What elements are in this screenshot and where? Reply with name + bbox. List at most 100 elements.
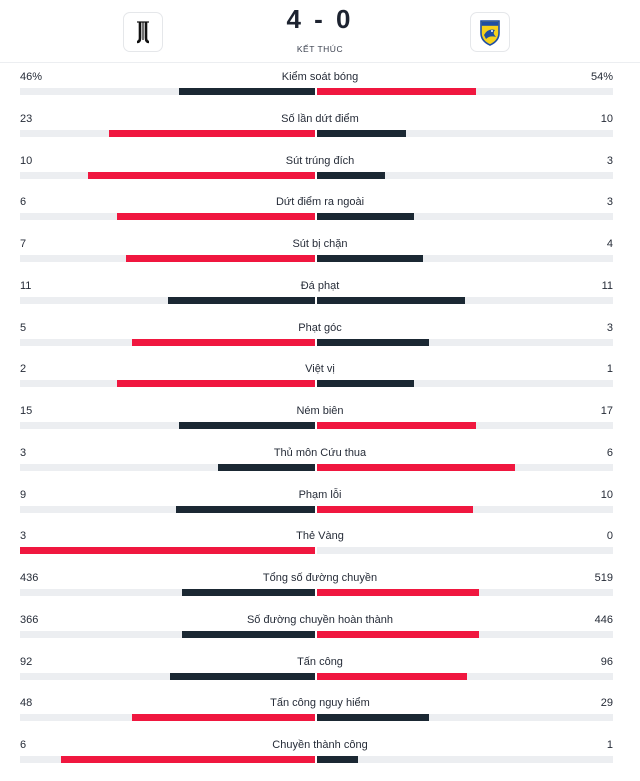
home-stat-value: 5 (20, 321, 27, 334)
stat-row: 23 Số lần dứt điểm 10 (0, 113, 640, 155)
away-stat-track (317, 505, 613, 513)
away-stat-value: 17 (600, 405, 613, 417)
match-score: 4 - 0 (286, 4, 354, 34)
home-stat-value: 10 (20, 154, 33, 167)
away-stat-value: 3 (606, 321, 613, 334)
home-stat-bar (126, 255, 315, 262)
away-stat-value: 11 (601, 279, 613, 292)
stat-row: 10 Sút trúng đích 3 (0, 155, 640, 197)
home-stat-value: 2 (20, 363, 27, 376)
away-stat-bar (317, 338, 430, 346)
away-stat-bar (317, 213, 415, 221)
home-stat-bar (20, 547, 315, 555)
home-stat-track (20, 630, 315, 638)
stat-row: 366 Số đường chuyền hoàn thành 446 (0, 614, 640, 656)
stat-label: Việt vị (305, 363, 335, 376)
home-stat-value: 23 (20, 112, 33, 125)
home-stat-value: 436 (20, 572, 39, 584)
stat-label: Thẻ Vàng (296, 530, 344, 543)
away-stat-bar (317, 589, 480, 596)
stat-row: 6 Chuyền thành công 1 (0, 739, 640, 781)
stat-label: Sút bị chặn (292, 238, 348, 250)
away-stat-bar (317, 380, 415, 388)
away-stat-bar (317, 255, 424, 262)
away-stat-track (317, 338, 613, 346)
home-stat-value: 3 (20, 530, 27, 543)
stat-row: 9 Phạm lỗi 10 (0, 489, 640, 531)
stat-label: Tấn công nguy hiểm (270, 697, 370, 710)
stat-label: Tổng số đường chuyền (262, 572, 378, 584)
home-stat-value: 46% (20, 71, 43, 83)
home-stat-bar (61, 756, 315, 763)
home-stat-track (20, 547, 315, 555)
home-stat-bar (179, 422, 315, 429)
away-stat-bar (317, 88, 477, 95)
home-stat-bar (217, 463, 315, 471)
away-stat-value: 6 (606, 446, 613, 459)
home-stat-bar (182, 589, 315, 596)
juventus-logo-icon (136, 21, 150, 44)
home-stat-value: 15 (20, 405, 33, 417)
away-stat-track (317, 380, 613, 388)
stat-row: 3 Thẻ Vàng 0 (0, 530, 640, 572)
stats-list: 46% Kiểm soát bóng 54% 23 Số lần dứt điểm 10 1… (0, 71, 640, 763)
home-stat-track (20, 171, 315, 179)
stat-row: 46% Kiểm soát bóng 54% (0, 71, 640, 113)
away-stat-value: 1 (606, 363, 613, 376)
home-stat-track (20, 88, 315, 95)
stat-row: 92 Tấn công 96 (0, 656, 640, 698)
home-stat-value: 6 (20, 739, 27, 751)
home-stat-track (20, 129, 315, 137)
home-stat-value: 48 (20, 697, 33, 710)
away-stat-value: 10 (600, 112, 613, 125)
home-stat-track (20, 589, 315, 596)
stat-label: Đá phạt (300, 279, 340, 292)
stat-row: 11 Đá phạt 11 (0, 280, 640, 322)
home-stat-track (20, 255, 315, 262)
home-team-logo[interactable] (123, 12, 163, 52)
stat-row: 436 Tổng số đường chuyền 519 (0, 572, 640, 614)
stat-row: 2 Việt vị 1 (0, 363, 640, 405)
home-stat-bar (108, 129, 315, 137)
stat-label: Chuyền thành công (272, 739, 368, 751)
away-stat-track (317, 589, 613, 596)
home-stat-track (20, 380, 315, 388)
away-stat-value: 1 (606, 739, 613, 751)
away-stat-bar (317, 296, 465, 304)
away-stat-bar (317, 630, 480, 638)
home-stat-track (20, 213, 315, 221)
home-stat-value: 6 (20, 196, 27, 209)
away-stat-bar (317, 714, 430, 722)
home-stat-bar (176, 505, 315, 513)
away-team-logo[interactable] (470, 12, 510, 52)
away-stat-track (317, 422, 613, 429)
home-stat-bar (132, 714, 315, 722)
home-stat-bar (179, 88, 315, 95)
stat-label: Phạt góc (298, 321, 342, 334)
away-stat-value: 519 (594, 572, 613, 584)
home-stat-track (20, 505, 315, 513)
away-stat-value: 54% (590, 71, 613, 83)
away-stat-bar (317, 129, 406, 137)
away-stat-bar (317, 756, 359, 763)
away-stat-track (317, 296, 613, 304)
home-stat-bar (170, 672, 315, 680)
home-stat-bar (167, 296, 315, 304)
away-stat-bar (317, 171, 385, 179)
stat-row: 3 Thủ môn Cứu thua 6 (0, 447, 640, 489)
away-stat-value: 3 (606, 154, 613, 167)
away-stat-value: 96 (600, 655, 613, 668)
home-stat-bar (132, 338, 315, 346)
stat-row: 15 Ném biên 17 (0, 405, 640, 447)
stat-row: 48 Tấn công nguy hiểm 29 (0, 697, 640, 739)
home-stat-value: 7 (20, 238, 27, 250)
stat-label: Kiểm soát bóng (281, 71, 359, 83)
away-stat-track (317, 672, 613, 680)
away-stat-value: 29 (600, 697, 613, 710)
away-stat-bar (317, 672, 468, 680)
home-stat-track (20, 714, 315, 722)
home-stat-value: 3 (20, 446, 27, 459)
away-stat-track (317, 129, 613, 137)
away-stat-value: 0 (606, 530, 613, 543)
stat-label: Số đường chuyền hoàn thành (246, 613, 394, 626)
